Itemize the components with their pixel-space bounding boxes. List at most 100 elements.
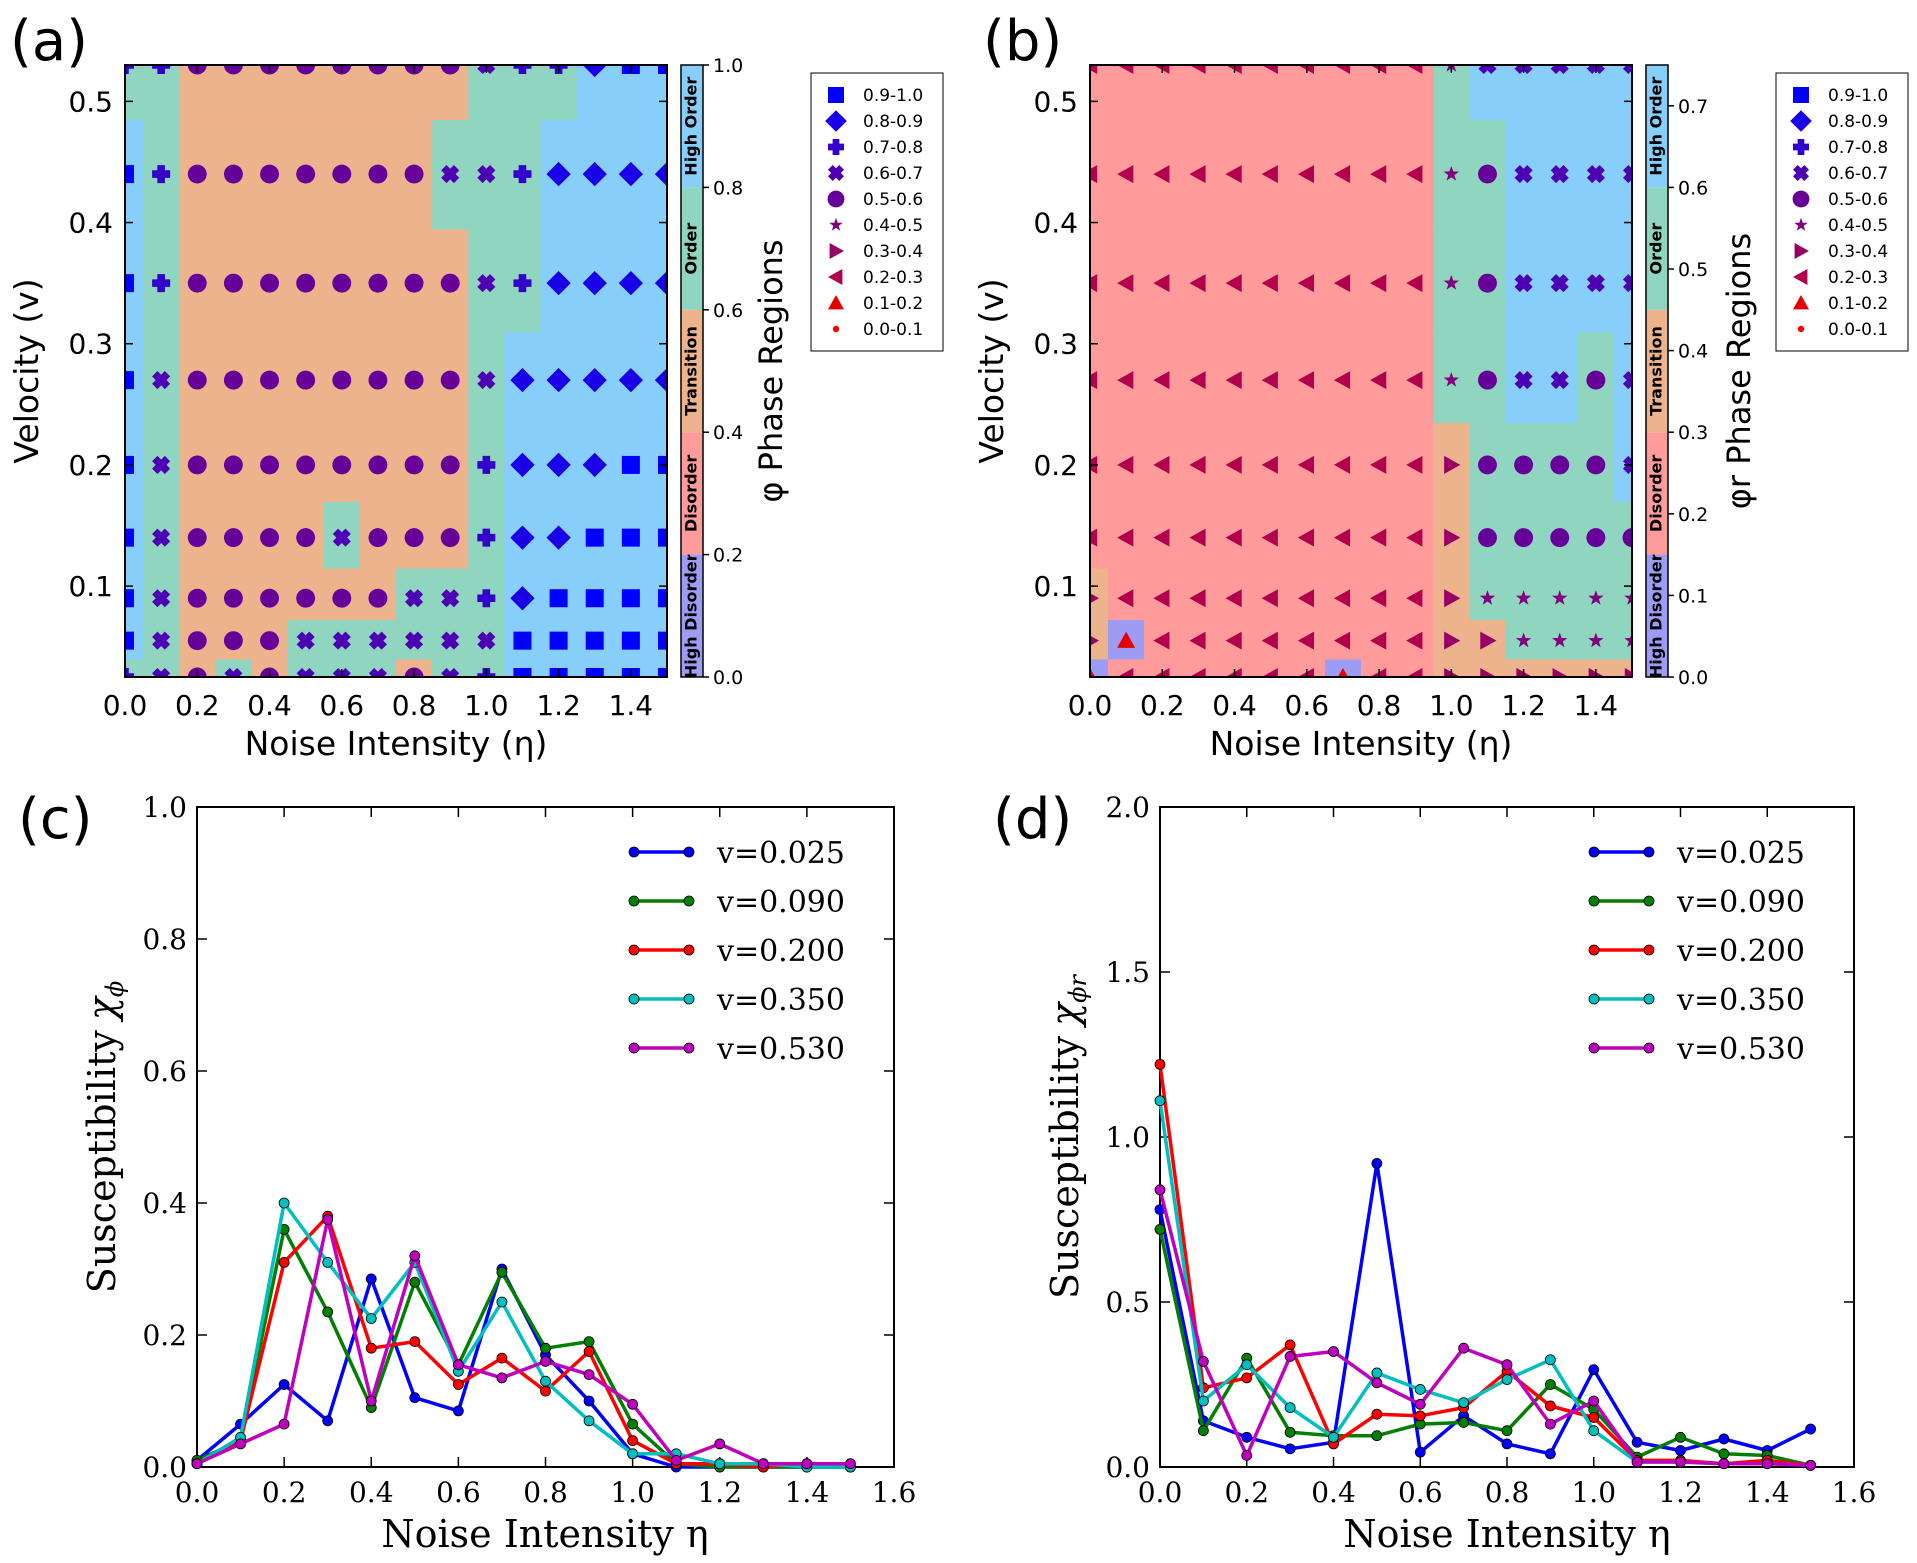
b-marker <box>1444 589 1461 608</box>
a-marker <box>223 65 243 75</box>
b-marker <box>1514 371 1533 390</box>
a-marker <box>546 525 571 550</box>
b-region-cell <box>1613 331 1633 424</box>
a-marker <box>477 165 496 184</box>
a-marker <box>405 589 424 608</box>
a-marker <box>152 589 171 608</box>
c-data-point <box>365 1273 377 1285</box>
a-marker <box>513 668 532 677</box>
a-colorbar-region-label: High Order <box>682 77 701 176</box>
a-region-cell <box>125 228 144 333</box>
panel-d-y-axis-title: Susceptibility χϕr <box>1043 974 1092 1299</box>
c-y-tick-label: 0.8 <box>142 923 187 956</box>
b-marker <box>1297 165 1314 184</box>
b-legend-marker <box>1792 164 1810 182</box>
b-region-cell <box>1433 65 1470 121</box>
b-marker <box>1588 632 1604 648</box>
b-marker <box>1478 273 1497 293</box>
a-marker <box>368 370 388 390</box>
d-legend-dot <box>1588 1042 1600 1054</box>
b-marker <box>1370 274 1387 293</box>
d-data-point <box>1718 1458 1730 1470</box>
a-marker <box>585 528 604 547</box>
b-legend-label: 0.3-0.4 <box>1828 242 1888 262</box>
a-marker <box>332 370 352 390</box>
b-marker <box>1444 528 1461 547</box>
b-marker <box>1297 65 1314 74</box>
a-marker <box>152 274 171 293</box>
c-data-point <box>452 1379 464 1390</box>
b-region-cell <box>1288 65 1326 121</box>
b-marker <box>1117 528 1134 547</box>
a-marker <box>582 452 607 478</box>
b-marker <box>1090 668 1095 677</box>
panel-a-legend: 0.9-1.0 0.8-0.9 0.7-0.8 0.6-0.7 0.5-0.6 0.4-0… <box>810 72 944 352</box>
b-region-cell <box>1090 619 1109 660</box>
b-legend-label: 0.5-0.6 <box>1828 190 1888 210</box>
c-legend-dot <box>683 993 695 1005</box>
b-legend-label: 0.4-0.5 <box>1828 216 1888 236</box>
a-marker <box>621 631 640 650</box>
a-region-cell <box>612 65 650 121</box>
c-data-point <box>409 1250 421 1262</box>
b-colorbar-region-label: Transition <box>1647 326 1666 416</box>
b-marker <box>1333 165 1351 184</box>
b-region-cell <box>1252 65 1290 121</box>
c-legend-dot <box>628 944 640 956</box>
b-marker <box>1090 528 1098 547</box>
b-region-cell <box>1090 65 1109 121</box>
d-x-tick-label: 0.2 <box>1224 1476 1269 1509</box>
a-marker <box>585 631 604 650</box>
a-marker <box>477 371 496 390</box>
c-data-point <box>452 1405 464 1417</box>
a-marker <box>332 164 352 184</box>
a-marker <box>187 528 207 548</box>
d-x-tick-label: 1.0 <box>1571 1476 1616 1509</box>
a-marker <box>654 161 667 187</box>
b-marker <box>1297 528 1314 547</box>
b-region-cell <box>1090 422 1109 502</box>
b-marker <box>1153 668 1170 677</box>
panel-a-label: (a) <box>10 9 88 74</box>
a-marker <box>223 370 243 390</box>
a-region-cell <box>432 658 469 678</box>
d-data-point <box>1284 1339 1296 1351</box>
b-y-tick-label: 0.1 <box>1033 570 1078 603</box>
c-legend-label: v=0.350 <box>716 983 845 1018</box>
panel-b-legend: 0.9-1.0 0.8-0.9 0.7-0.8 0.6-0.7 0.5-0.6 0.4-0… <box>1775 72 1909 352</box>
b-marker <box>1370 528 1387 547</box>
b-marker <box>1261 631 1278 650</box>
a-legend-marker <box>827 164 845 182</box>
d-x-tick-label: 0.8 <box>1485 1476 1530 1509</box>
b-region-cell <box>1541 65 1579 121</box>
d-legend-dot <box>1588 993 1600 1005</box>
a-marker <box>125 371 134 390</box>
a-marker <box>332 667 351 677</box>
a-marker <box>223 588 243 608</box>
panel-b-markers <box>1090 65 1632 677</box>
c-data-point <box>365 1395 377 1407</box>
d-data-point <box>1675 1431 1686 1443</box>
b-marker <box>1189 589 1206 608</box>
b-marker <box>1514 274 1533 293</box>
panel-d-lines <box>1154 1059 1817 1471</box>
b-marker <box>1225 274 1242 293</box>
b-marker <box>1153 631 1170 650</box>
a-colorbar-region-label: Disorder <box>682 455 701 532</box>
panel-c-y-axis-title: Susceptibility χϕ <box>80 981 129 1293</box>
panel-c-ticks: 0.0 0.2 0.4 0.6 0.8 1.0 1.2 1.4 1.6 0.0 0.2 0.4 0.6 0… <box>142 791 916 1509</box>
panel-b-x-axis-title: Noise Intensity (η) <box>1210 724 1513 763</box>
b-marker <box>1515 632 1532 648</box>
b-marker <box>1586 370 1606 390</box>
a-marker <box>546 452 571 478</box>
b-marker <box>1550 165 1569 184</box>
a-marker <box>187 370 207 390</box>
c-data-point <box>714 1438 726 1450</box>
c-legend-label: v=0.090 <box>716 885 845 920</box>
c-x-tick-label: 0.0 <box>175 1476 220 1509</box>
b-marker <box>1586 528 1606 548</box>
a-marker <box>332 455 352 475</box>
d-data-point <box>1414 1384 1426 1395</box>
a-region-cell <box>540 65 578 121</box>
c-x-tick-label: 1.4 <box>785 1476 830 1509</box>
